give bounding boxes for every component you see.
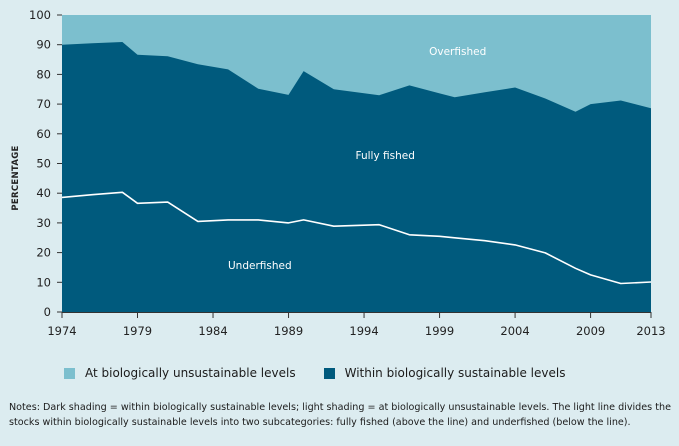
x-tick-label: 1974	[47, 324, 76, 338]
underfished-line	[61, 191, 652, 285]
area-annotation: Fully fished	[356, 150, 415, 162]
notes-text: Notes: Dark shading = within biologicall…	[9, 402, 671, 428]
y-tick-label: 0	[44, 305, 51, 319]
legend-item-sustainable: Within biologically sustainable levels	[323, 366, 566, 380]
plot-layer	[61, 15, 652, 312]
y-tick-label: 10	[36, 275, 51, 289]
y-tick-label: 100	[29, 8, 51, 22]
x-axis: 1974 1979 1984 1989 1994 1999 2004 2009 2013	[47, 312, 666, 338]
legend-label-sustainable: Within biologically sustainable levels	[344, 366, 566, 380]
legend-label-unsustainable: At biologically unsustainable levels	[85, 366, 296, 380]
x-tick-label: 1979	[123, 324, 152, 338]
legend: At biologically unsustainable levels Wit…	[64, 366, 593, 380]
y-tick-label: 60	[36, 127, 51, 141]
x-tick-label: 2013	[636, 324, 665, 338]
x-tick-label: 1994	[349, 324, 378, 338]
x-tick-label: 1999	[425, 324, 454, 338]
area-annotation: Underfished	[228, 260, 292, 272]
y-axis-label: PERCENTAGE	[11, 145, 21, 210]
x-tick-label: 1989	[274, 324, 303, 338]
y-tick-label: 40	[36, 186, 51, 200]
y-tick-label: 20	[36, 246, 51, 260]
annotations: Overfished Fully fished Underfished	[228, 46, 486, 272]
y-tick-label: 30	[36, 216, 51, 230]
y-axis: 0 10 20 30 40 50 60 70 80 90 100	[29, 8, 62, 319]
y-tick-label: 70	[36, 97, 51, 111]
x-tick-label: 2009	[576, 324, 605, 338]
y-tick-label: 80	[36, 67, 51, 81]
y-tick-label: 50	[36, 157, 51, 171]
legend-swatch-sustainable	[323, 367, 335, 379]
x-tick-label: 2004	[500, 324, 529, 338]
y-tick-label: 90	[36, 38, 51, 52]
area-annotation: Overfished	[429, 46, 486, 58]
x-tick-label: 1984	[198, 324, 227, 338]
legend-swatch-unsustainable	[64, 367, 75, 379]
area-sustainable	[62, 42, 651, 312]
legend-item-unsustainable: At biologically unsustainable levels	[64, 366, 296, 380]
